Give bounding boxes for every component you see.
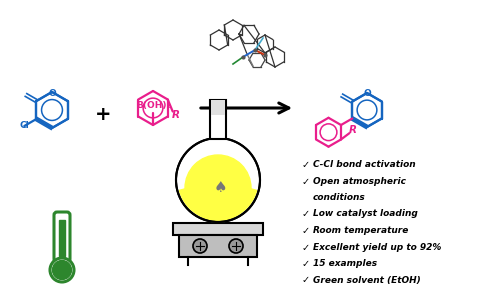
- Circle shape: [176, 138, 260, 222]
- Circle shape: [185, 155, 251, 221]
- Circle shape: [193, 239, 207, 253]
- Bar: [59, 220, 65, 256]
- Text: Excellent yield up to 92%: Excellent yield up to 92%: [313, 242, 442, 251]
- Text: Low catalyst loading: Low catalyst loading: [313, 209, 418, 219]
- Text: ✓: ✓: [302, 226, 310, 236]
- Circle shape: [50, 258, 74, 282]
- FancyBboxPatch shape: [54, 212, 70, 262]
- Text: C-Cl bond activation: C-Cl bond activation: [313, 160, 416, 169]
- Text: R: R: [349, 126, 357, 135]
- Text: 15 examples: 15 examples: [313, 259, 377, 268]
- Text: ✓: ✓: [302, 276, 310, 285]
- Text: ✓: ✓: [302, 160, 310, 170]
- Text: B(OH)₂: B(OH)₂: [136, 101, 170, 110]
- Text: ✓: ✓: [302, 242, 310, 253]
- Circle shape: [229, 239, 243, 253]
- Bar: [211, 100, 225, 115]
- Text: ✓: ✓: [302, 209, 310, 219]
- Text: ✓: ✓: [302, 259, 310, 269]
- Text: ♠: ♠: [213, 181, 227, 196]
- Bar: [210, 100, 226, 139]
- Text: Cl: Cl: [20, 122, 29, 130]
- Wedge shape: [180, 180, 256, 220]
- Text: O: O: [363, 90, 371, 98]
- Text: +: +: [95, 105, 111, 124]
- Text: Open atmospheric: Open atmospheric: [313, 177, 406, 185]
- Text: O: O: [48, 88, 56, 98]
- Text: ✓: ✓: [302, 177, 310, 187]
- Text: conditions: conditions: [313, 193, 366, 202]
- Text: Room temperature: Room temperature: [313, 226, 408, 235]
- Bar: [179, 235, 257, 257]
- Text: R: R: [172, 111, 179, 120]
- Bar: [173, 223, 263, 235]
- Text: Green solvent (EtOH): Green solvent (EtOH): [313, 276, 421, 285]
- Circle shape: [52, 261, 72, 279]
